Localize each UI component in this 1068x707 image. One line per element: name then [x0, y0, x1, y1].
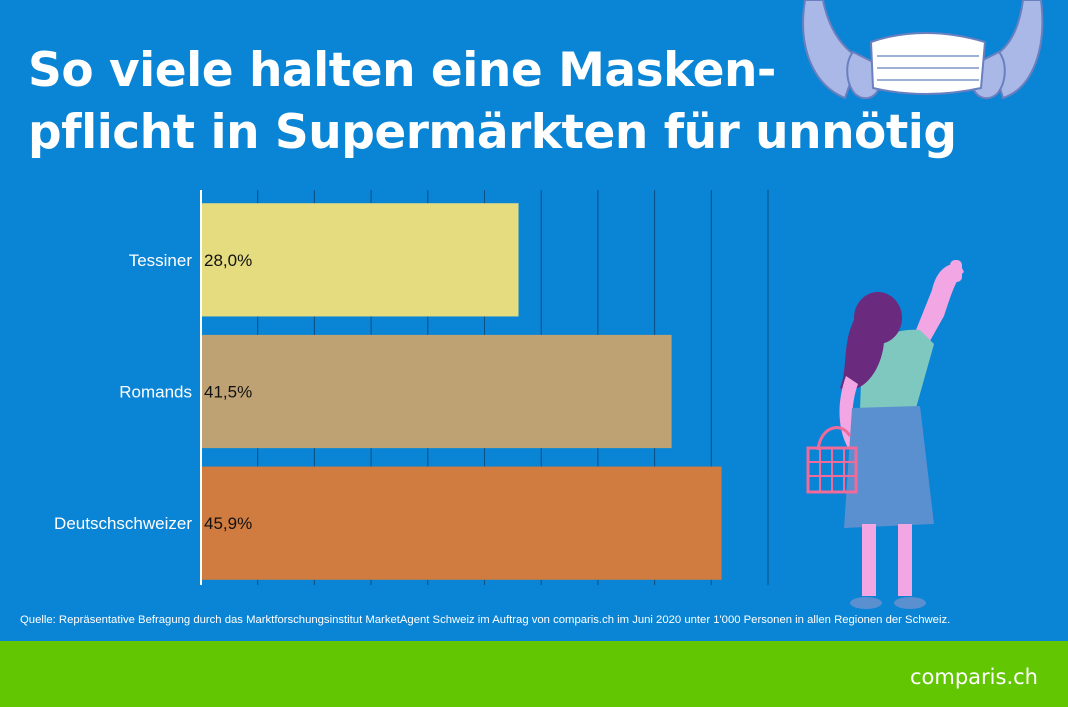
value-label: 45,9%	[204, 514, 252, 533]
title-line-2: pflicht in Supermärkten für unnötig	[28, 105, 957, 160]
bar-chart: Tessiner 28,0% Romands 41,5% Deutschschweize…	[54, 190, 769, 585]
category-label: Tessiner	[129, 251, 193, 270]
source-note: Quelle: Repräsentative Befragung durch d…	[20, 614, 951, 626]
bar-tessiner	[201, 203, 519, 317]
footer-bar: comparis.ch	[0, 641, 1068, 707]
title-line-1: So viele halten eine Masken-	[28, 43, 776, 98]
value-label: 28,0%	[204, 251, 252, 270]
bar-romands	[201, 334, 672, 449]
value-label: 41,5%	[204, 383, 252, 402]
hands-holding-mask-icon	[802, 0, 1044, 100]
bar-deutschschweizer	[201, 466, 722, 580]
category-label: Deutschschweizer	[54, 514, 192, 533]
page-title: So viele halten eine Masken- pflicht in …	[28, 40, 957, 164]
woman-with-basket-icon	[806, 260, 964, 609]
comparis-logo: comparis.ch	[910, 665, 1038, 689]
category-label: Romands	[119, 383, 192, 402]
